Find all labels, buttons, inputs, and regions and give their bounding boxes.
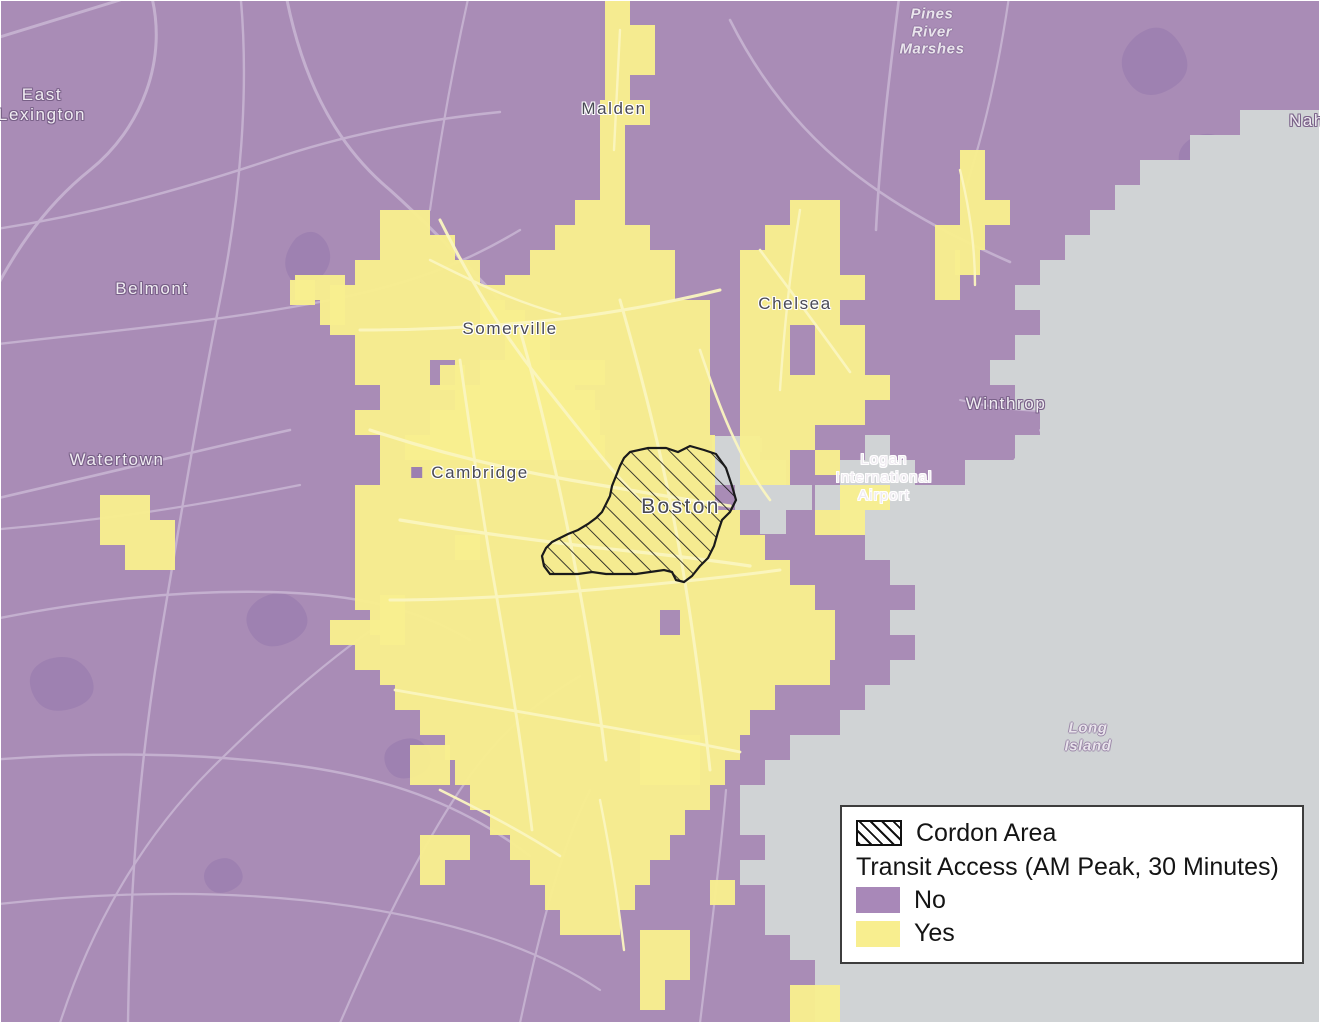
outer-shore [1180, 470, 1320, 520]
legend-row-cordon[interactable]: Cordon Area [856, 819, 1288, 848]
winthrop-pond [1010, 449, 1047, 482]
yes-color-swatch-icon [856, 920, 900, 947]
harbor-water [740, 110, 1320, 1023]
legend-row-yes[interactable]: Yes [856, 919, 1288, 948]
legend-cordon-label: Cordon Area [916, 819, 1057, 847]
legend-row-no[interactable]: No [856, 886, 1288, 915]
legend-no-label: No [914, 885, 946, 914]
cordon-hatch-swatch-icon [856, 820, 902, 847]
road-network-over-access [358, 28, 977, 952]
legend-yes-label: Yes [914, 919, 955, 948]
no-color-swatch-icon [856, 886, 900, 913]
map-legend[interactable]: Cordon Area Transit Access (AM Peak, 30 … [840, 805, 1304, 964]
cordon-area-fill [540, 444, 738, 584]
legend-transit-title: Transit Access (AM Peak, 30 Minutes) [856, 852, 1279, 881]
cordon-area [540, 444, 738, 584]
